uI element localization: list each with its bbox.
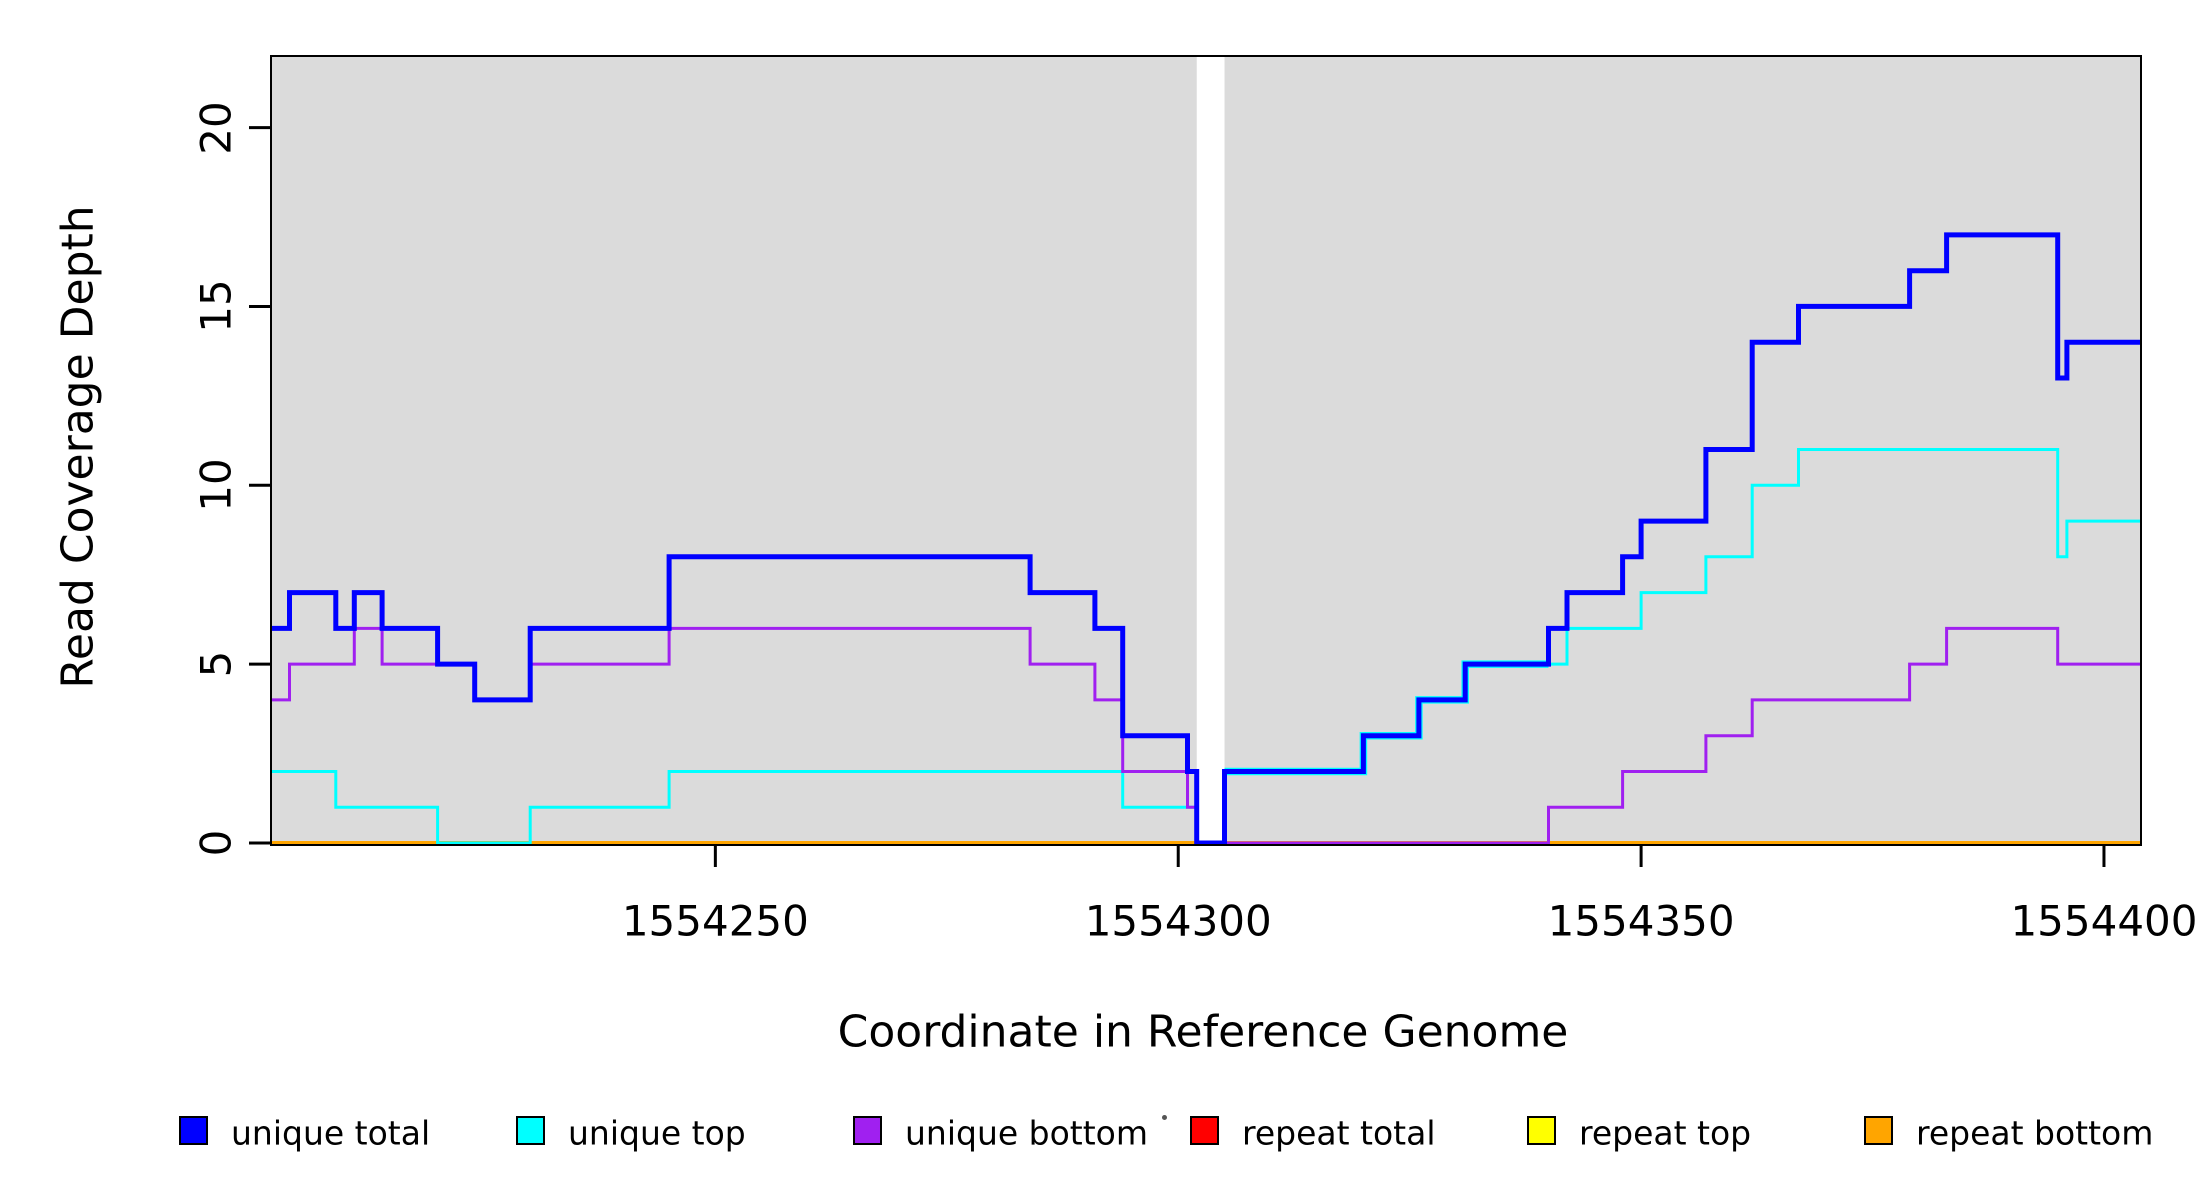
legend-swatch-icon [1190, 1116, 1219, 1145]
series-unique-bottom [271, 626, 2141, 845]
x-tick-label: 1554300 [1084, 896, 1272, 946]
legend-swatch-icon [516, 1116, 545, 1145]
legend: unique total unique top unique bottom repea… [0, 1113, 2200, 1186]
y-axis-title: Read Coverage Depth [52, 205, 104, 689]
y-tick-label: 20 [191, 100, 241, 155]
legend-label: repeat bottom [1916, 1113, 2154, 1153]
legend-swatch-icon [1864, 1116, 1893, 1145]
legend-label: unique top [568, 1113, 746, 1153]
legend-label: repeat top [1579, 1113, 1752, 1153]
legend-swatch-icon [853, 1116, 882, 1145]
legend-swatch-icon [179, 1116, 208, 1145]
legend-swatch-icon [1527, 1116, 1556, 1145]
y-tick-label: 15 [191, 279, 241, 334]
legend-label: unique bottom [905, 1113, 1149, 1153]
y-tick-label: 10 [191, 458, 241, 513]
series-unique-total [271, 232, 2141, 846]
x-tick-label: 1554350 [1547, 896, 1735, 946]
x-tick-label: 1554400 [2010, 896, 2198, 946]
legend-label: repeat total [1242, 1113, 1436, 1153]
gap-band [1196, 56, 1225, 845]
plot-border [270, 55, 2142, 846]
y-tick-label: 5 [191, 650, 241, 678]
stray-mark [1162, 1115, 1167, 1120]
y-tick-label: 0 [191, 829, 241, 857]
legend-label: unique total [231, 1113, 431, 1153]
x-tick-label: 1554250 [621, 896, 809, 946]
x-axis-title: Coordinate in Reference Genome [837, 1006, 1569, 1058]
